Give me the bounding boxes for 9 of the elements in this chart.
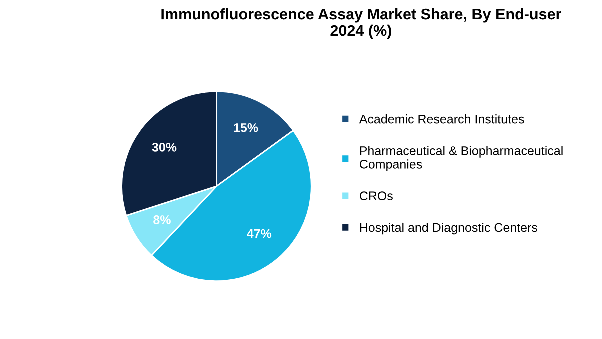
legend-label: Academic Research Institutes — [359, 114, 524, 124]
legend-label: CROs — [360, 192, 393, 200]
chart-title: Immunofluorescence Assay Market Share, By End-user 2024 (%) — [162, 8, 562, 40]
data-label: 15% — [234, 123, 258, 132]
data-label: 47% — [247, 229, 272, 238]
data-label: 8% — [154, 216, 171, 224]
legend-label: Hospital and Diagnostic Centers — [360, 222, 538, 235]
legend-label: Pharmaceutical & Biopharmaceutical Companies — [360, 146, 563, 172]
data-label: 30% — [152, 143, 177, 152]
